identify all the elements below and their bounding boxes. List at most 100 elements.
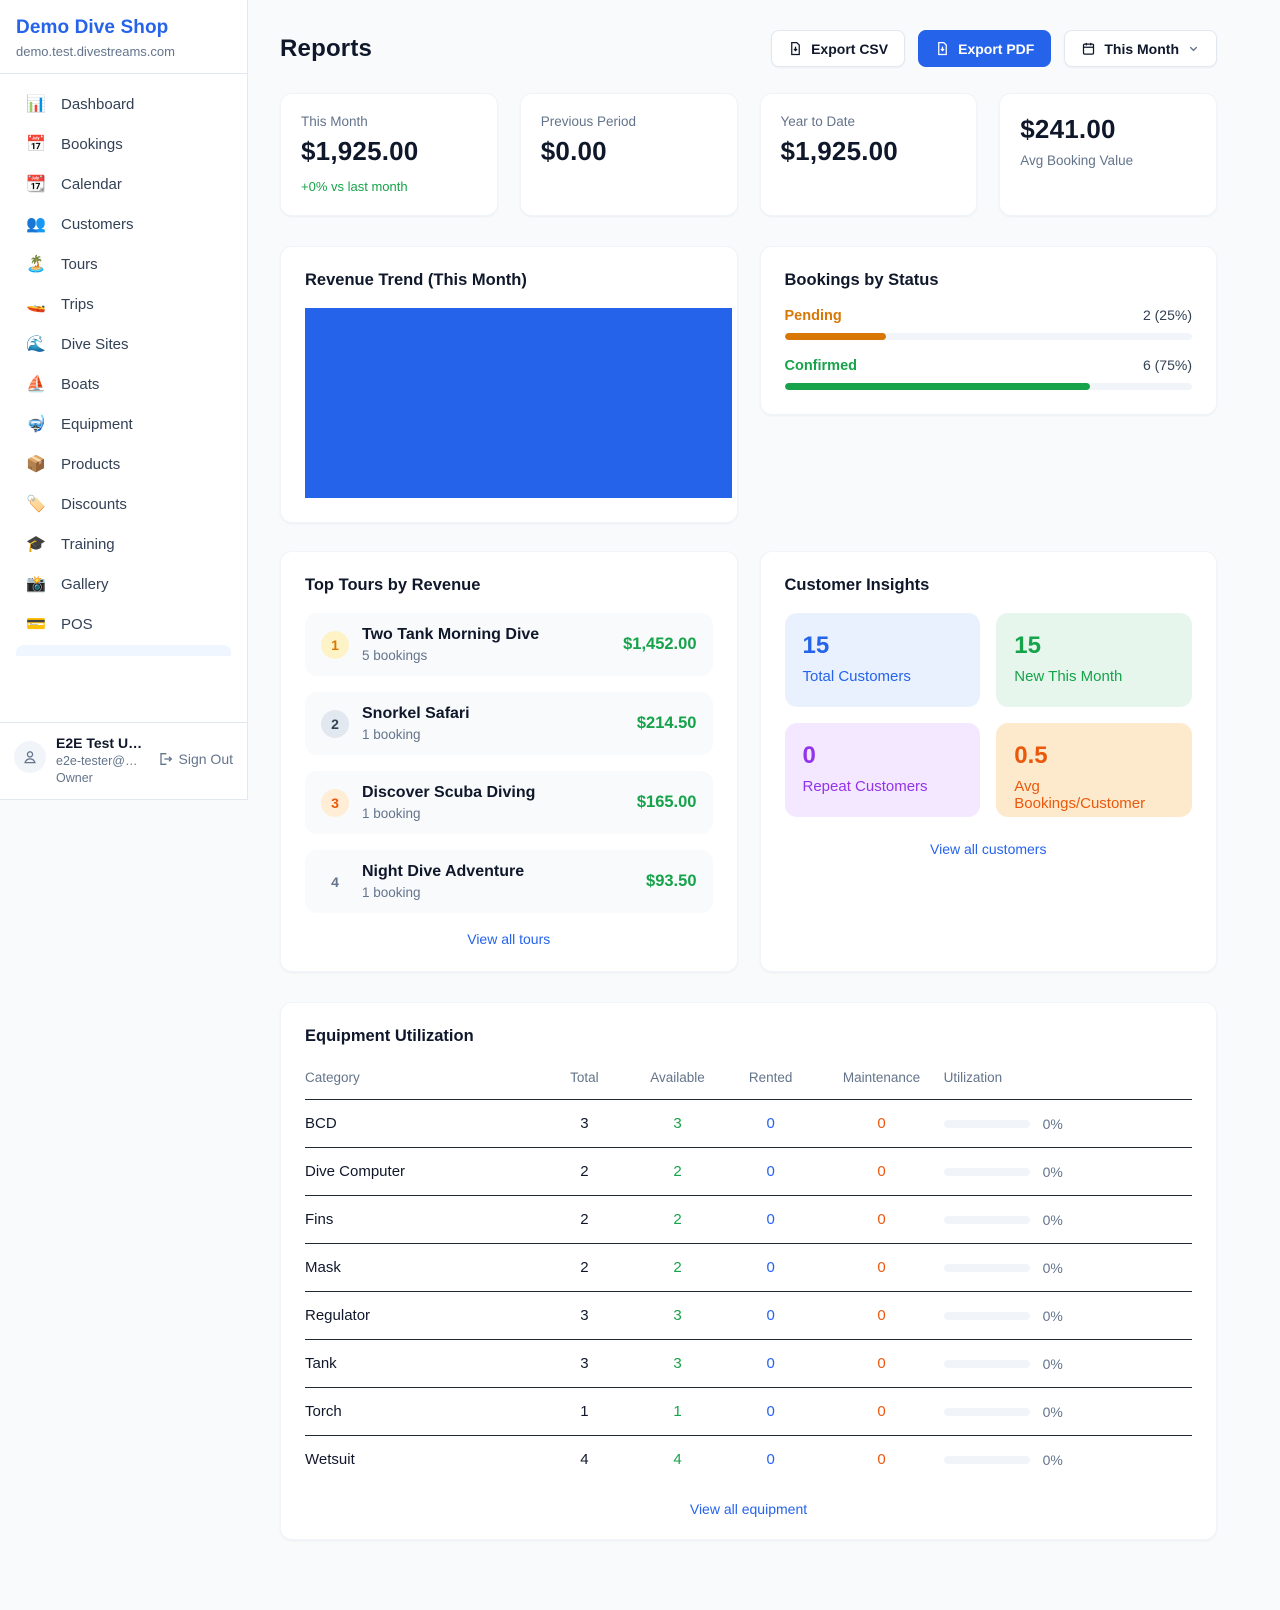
shop-domain: demo.test.divestreams.com: [16, 44, 175, 59]
equipment-available: 3: [633, 1099, 722, 1148]
island-icon: 🏝️: [26, 256, 46, 273]
equipment-maintenance: 0: [819, 1099, 944, 1148]
status-label: Confirmed: [784, 358, 858, 374]
stat-card-this-month: This Month $1,925.00 +0% vs last month: [280, 93, 498, 216]
equipment-maintenance: 0: [819, 1243, 944, 1292]
sidebar-item-label: Products: [61, 455, 121, 473]
sidebar-item-tours[interactable]: 🏝️ Tours: [8, 244, 239, 284]
equipment-total: 2: [535, 1243, 634, 1292]
rank-badge: 2: [321, 709, 349, 738]
diving-mask-icon: 🤿: [26, 416, 46, 433]
stat-value: $241.00: [1020, 114, 1116, 144]
rank-badge: 4: [331, 873, 339, 890]
rank-badge: 3: [321, 788, 349, 817]
view-all-equipment-link[interactable]: View all equipment: [689, 1501, 808, 1517]
sidebar-item-label: Gallery: [61, 575, 109, 593]
list-item: 2 Snorkel Safari 1 booking $214.50: [305, 692, 713, 755]
rank-badge: 1: [321, 630, 349, 659]
sidebar-item-label: Training: [61, 535, 115, 553]
sidebar-item-trips[interactable]: 🚤 Trips: [8, 284, 239, 324]
sidebar-item-label: POS: [61, 615, 93, 633]
main-content: Reports Export CSV Export PDF This Month…: [248, 0, 1280, 1540]
export-pdf-button[interactable]: Export PDF: [918, 30, 1052, 67]
tag-icon: 🏷️: [26, 496, 46, 513]
bookings-by-status-panel: Bookings by Status Pending 2 (25%) Confi…: [759, 246, 1217, 415]
table-row: Tank 3 3 0 0 0%: [305, 1339, 1192, 1388]
sidebar-item-label: Bookings: [61, 135, 123, 153]
sidebar-item-pos[interactable]: 💳 POS: [8, 604, 239, 644]
stat-value: $1,925.00: [301, 136, 419, 166]
export-pdf-label: Export PDF: [958, 40, 1035, 57]
utilization-percent: 0%: [1042, 1211, 1063, 1228]
user-email: e2e-tester@…: [56, 754, 138, 768]
camera-icon: 📸: [26, 576, 46, 593]
equipment-maintenance: 0: [819, 1339, 944, 1388]
insight-grid: 15 Total Customers 15 New This Month 0 R…: [784, 613, 1192, 817]
sign-out-label: Sign Out: [178, 751, 233, 767]
status-label: Pending: [784, 308, 842, 324]
sailboat-icon: ⛵: [26, 376, 46, 393]
equipment-available: 1: [633, 1387, 722, 1436]
utilization-bar: [943, 1407, 1030, 1416]
equipment-rented: 0: [721, 1195, 820, 1244]
top-tours-panel: Top Tours by Revenue 1 Two Tank Morning …: [280, 551, 738, 972]
table-row: Wetsuit 4 4 0 0 0%: [305, 1436, 1192, 1484]
period-dropdown[interactable]: This Month: [1064, 30, 1217, 67]
utilization-percent: 0%: [1042, 1115, 1063, 1132]
sidebar-item-label: Dive Sites: [61, 335, 129, 353]
equipment-total: 1: [535, 1387, 634, 1436]
utilization-percent: 0%: [1042, 1451, 1063, 1468]
equipment-total: 2: [535, 1147, 634, 1196]
sidebar-item-equipment[interactable]: 🤿 Equipment: [8, 404, 239, 444]
view-all-customers-link[interactable]: View all customers: [930, 841, 1047, 857]
equipment-maintenance: 0: [819, 1195, 944, 1244]
sidebar-header: Demo Dive Shop demo.test.divestreams.com: [0, 0, 247, 74]
sidebar-item-label: Dashboard: [61, 95, 135, 113]
graduation-cap-icon: 🎓: [26, 536, 46, 553]
table-row: BCD 3 3 0 0 0%: [305, 1099, 1192, 1148]
tile-value: 0.5: [1014, 742, 1048, 769]
equipment-maintenance: 0: [819, 1291, 944, 1340]
sidebar-item-boats[interactable]: ⛵ Boats: [8, 364, 239, 404]
header-actions: Export CSV Export PDF This Month: [771, 30, 1217, 67]
calendar-date-icon: 📅: [26, 136, 46, 153]
sidebar-item-dive-sites[interactable]: 🌊 Dive Sites: [8, 324, 239, 364]
sign-out-button[interactable]: Sign Out: [157, 751, 233, 767]
equipment-available: 2: [633, 1147, 722, 1196]
utilization-bar: [943, 1167, 1030, 1176]
sidebar-item-discounts[interactable]: 🏷️ Discounts: [8, 484, 239, 524]
sidebar-item-products[interactable]: 📦 Products: [8, 444, 239, 484]
bookings-by-status-title: Bookings by Status: [784, 271, 939, 289]
utilization-bar: [943, 1263, 1030, 1272]
export-csv-button[interactable]: Export CSV: [771, 30, 906, 67]
document-download-icon: [938, 41, 947, 56]
tour-bookings: 1 booking: [362, 727, 421, 742]
chevron-down-icon: [1189, 46, 1198, 52]
tile-label: New This Month: [1014, 668, 1123, 685]
page-header: Reports Export CSV Export PDF This Month: [280, 30, 1217, 67]
equipment-available: 2: [633, 1195, 722, 1244]
sidebar-item-bookings[interactable]: 📅 Bookings: [8, 124, 239, 164]
view-all-tours-link[interactable]: View all tours: [467, 931, 551, 947]
status-list: Pending 2 (25%) Confirmed 6 (75%): [784, 307, 1192, 390]
list-item: 1 Two Tank Morning Dive 5 bookings $1,45…: [305, 613, 713, 676]
equipment-rented: 0: [721, 1291, 820, 1340]
tour-bookings: 1 booking: [362, 885, 421, 900]
equipment-maintenance: 0: [819, 1147, 944, 1196]
equipment-category: Regulator: [305, 1291, 536, 1340]
sidebar-item-label: Calendar: [61, 175, 122, 193]
stat-label: Avg Booking Value: [1020, 153, 1134, 168]
sidebar-item-label: Boats: [61, 375, 100, 393]
sidebar-item-training[interactable]: 🎓 Training: [8, 524, 239, 564]
equipment-utilization-title: Equipment Utilization: [305, 1027, 474, 1045]
table-row: Regulator 3 3 0 0 0%: [305, 1291, 1192, 1340]
sidebar-item-calendar[interactable]: 📆 Calendar: [8, 164, 239, 204]
sidebar-item-active-partial[interactable]: [16, 645, 231, 656]
stats-row: This Month $1,925.00 +0% vs last month P…: [280, 93, 1217, 216]
sidebar-item-customers[interactable]: 👥 Customers: [8, 204, 239, 244]
equipment-total: 3: [535, 1291, 634, 1340]
confirmed-bar-track: [784, 383, 1192, 390]
sidebar-item-dashboard[interactable]: 📊 Dashboard: [8, 84, 239, 124]
tour-revenue: $1,452.00: [623, 635, 697, 653]
sidebar-item-gallery[interactable]: 📸 Gallery: [8, 564, 239, 604]
